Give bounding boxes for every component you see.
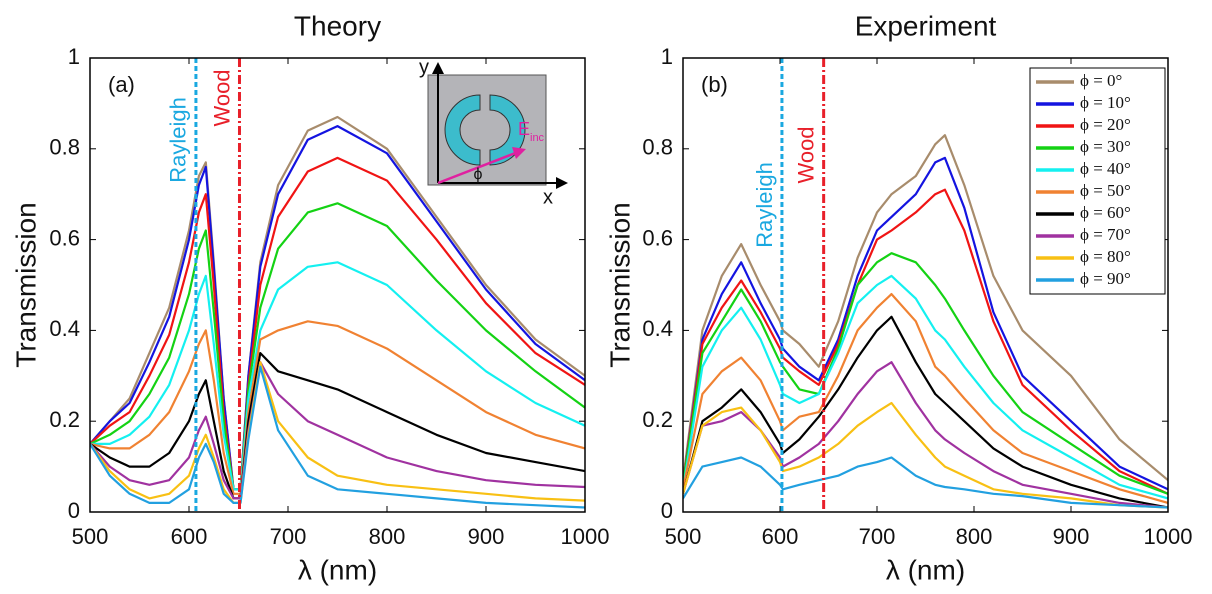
y-tick-label: 0.4	[642, 316, 673, 341]
ring-left	[444, 94, 481, 166]
chart-title: Experiment	[855, 10, 997, 41]
legend-label: ϕ = 80°	[1080, 247, 1131, 266]
legend-label: ϕ = 50°	[1080, 181, 1131, 200]
legend-label: ϕ = 0°	[1080, 71, 1122, 90]
chart-title: Theory	[294, 10, 381, 41]
inset-field-sub: inc	[530, 132, 545, 144]
y-tick-label: 1	[68, 44, 80, 69]
data-line	[90, 365, 585, 509]
inset-angle: ϕ	[474, 166, 483, 183]
reference-label: Rayleigh	[752, 162, 777, 248]
field-head	[512, 147, 526, 159]
legend-label: ϕ = 10°	[1080, 93, 1131, 112]
data-line	[683, 252, 1168, 495]
y-axis-label: Transmission	[10, 202, 41, 367]
data-line	[683, 156, 1168, 491]
legend-label: ϕ = 30°	[1080, 137, 1131, 156]
field-arrow	[437, 150, 519, 185]
panel-label: (a)	[108, 72, 135, 97]
legend-label: ϕ = 70°	[1080, 225, 1131, 244]
data-line	[90, 261, 585, 491]
legend-label: ϕ = 90°	[1080, 269, 1131, 288]
data-line	[683, 188, 1168, 495]
legend-label: ϕ = 60°	[1080, 203, 1131, 222]
data-line	[683, 274, 1168, 500]
legend-label: ϕ = 40°	[1080, 159, 1131, 178]
x-tick-label: 700	[859, 524, 896, 549]
inset-field: E	[518, 119, 530, 139]
plot-area	[90, 115, 585, 509]
data-line	[683, 361, 1168, 509]
x-tick-label: 1000	[561, 524, 610, 549]
y-tick-label: 1	[661, 44, 673, 69]
x-axis-label: λ (nm)	[886, 554, 965, 585]
reference-label: Rayleigh	[166, 97, 191, 183]
y-tick-label: 0.6	[49, 225, 80, 250]
reference-label: Wood	[793, 126, 818, 183]
legend-label: ϕ = 20°	[1080, 115, 1131, 134]
y-tick-label: 0.4	[49, 316, 80, 341]
data-line	[90, 361, 585, 500]
y-tick-label: 0.8	[49, 135, 80, 160]
data-line	[683, 456, 1168, 509]
y-tick-label: 0	[68, 498, 80, 523]
data-line	[683, 134, 1168, 482]
y-axis-label: Transmission	[604, 202, 635, 367]
y-tick-label: 0.6	[642, 225, 673, 250]
x-tick-label: 500	[72, 524, 109, 549]
x-tick-label: 700	[270, 524, 307, 549]
x-tick-label: 800	[956, 524, 993, 549]
plot-area	[683, 134, 1168, 509]
plot-frame	[89, 57, 586, 513]
inset-x: x	[543, 186, 553, 208]
panel-label: (b)	[701, 72, 728, 97]
axis-arrows	[437, 70, 560, 184]
x-tick-label: 600	[171, 524, 208, 549]
y-tick-label: 0.8	[642, 135, 673, 160]
x-axis-label: λ (nm)	[298, 554, 377, 585]
data-line	[683, 293, 1168, 504]
plot-frame	[682, 57, 1169, 513]
x-tick-label: 900	[1053, 524, 1090, 549]
y-tick-label: 0	[661, 498, 673, 523]
x-tick-label: 900	[468, 524, 505, 549]
ring-right	[489, 94, 526, 166]
x-tick-label: 800	[369, 524, 406, 549]
data-line	[90, 156, 585, 491]
data-line	[683, 315, 1168, 509]
inset-y: y	[419, 56, 429, 78]
data-line	[90, 320, 585, 495]
x-tick-label: 500	[665, 524, 702, 549]
x-tick-label: 600	[762, 524, 799, 549]
reference-label: Wood	[209, 69, 234, 126]
x-tick-label: 1000	[1144, 524, 1193, 549]
data-line	[683, 401, 1168, 509]
y-tick-label: 0.2	[49, 407, 80, 432]
y-tick-label: 0.2	[642, 407, 673, 432]
